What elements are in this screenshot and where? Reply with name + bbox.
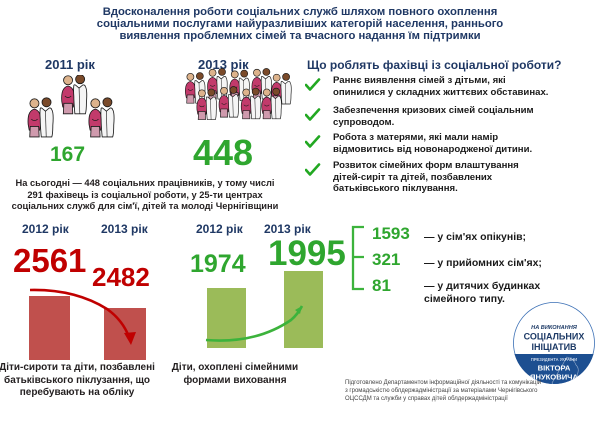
svg-text:ВІКТОРА: ВІКТОРА (538, 364, 571, 373)
svg-text:ПРЕЗИДЕНТА УКРАЇНИ: ПРЕЗИДЕНТА УКРАЇНИ (531, 357, 577, 362)
svg-text:СОЦІАЛЬНИХ: СОЦІАЛЬНИХ (524, 332, 585, 342)
svg-text:НА ВИКОНАННЯ: НА ВИКОНАННЯ (531, 325, 578, 331)
svg-text:ІНІЦІАТИВ: ІНІЦІАТИВ (531, 342, 577, 352)
